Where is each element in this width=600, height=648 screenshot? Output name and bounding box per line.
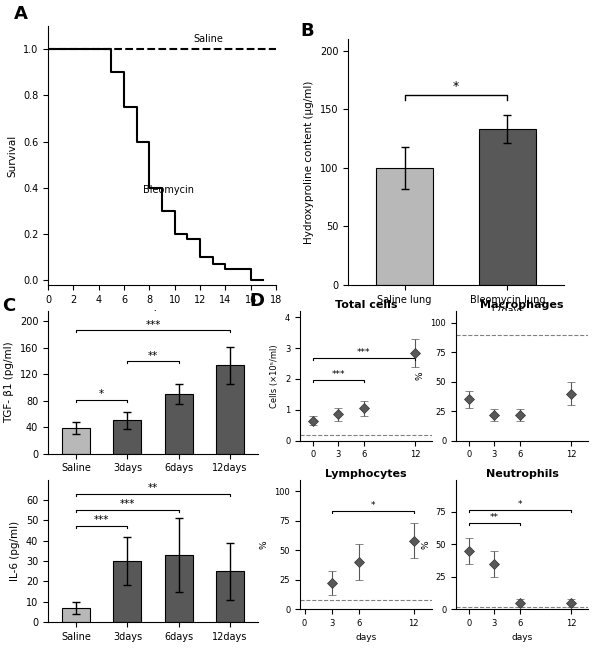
Text: ***: *** xyxy=(357,349,371,357)
Text: *: * xyxy=(99,389,104,399)
X-axis label: days: days xyxy=(355,633,377,642)
Y-axis label: TGF- β1 (pg/ml): TGF- β1 (pg/ml) xyxy=(4,341,14,423)
Text: *: * xyxy=(453,80,459,93)
Text: ***: *** xyxy=(332,370,345,379)
Text: A: A xyxy=(14,5,28,23)
X-axis label: days: days xyxy=(511,633,533,642)
Text: *: * xyxy=(518,500,522,509)
Title: Lymphocytes: Lymphocytes xyxy=(325,469,407,479)
Bar xyxy=(216,365,244,454)
Text: Saline: Saline xyxy=(194,34,224,44)
Y-axis label: IL-6 (pg/ml): IL-6 (pg/ml) xyxy=(10,521,20,581)
Text: C: C xyxy=(2,297,15,315)
Y-axis label: Cells (×10⁵/ml): Cells (×10⁵/ml) xyxy=(271,344,280,408)
Bar xyxy=(164,394,193,454)
Bar xyxy=(113,421,142,454)
Text: *: * xyxy=(371,501,375,510)
Text: **: ** xyxy=(148,351,158,361)
X-axis label: days: days xyxy=(149,310,175,320)
Title: Total cells: Total cells xyxy=(335,300,397,310)
Text: Bleomycin: Bleomycin xyxy=(143,185,194,194)
Bar xyxy=(62,428,90,454)
Text: **: ** xyxy=(148,483,158,492)
Y-axis label: Hydroxyproline content (μg/ml): Hydroxyproline content (μg/ml) xyxy=(304,80,314,244)
Text: D: D xyxy=(250,292,265,310)
Text: ***: *** xyxy=(94,515,109,526)
Bar xyxy=(62,608,90,622)
Text: **: ** xyxy=(490,513,499,522)
Bar xyxy=(216,571,244,622)
Bar xyxy=(376,168,433,285)
Y-axis label: %: % xyxy=(416,371,425,380)
Title: Neutrophils: Neutrophils xyxy=(485,469,559,479)
Y-axis label: %: % xyxy=(421,540,430,549)
Bar xyxy=(113,561,142,622)
Text: ***: *** xyxy=(120,499,135,509)
Y-axis label: %: % xyxy=(260,540,269,549)
Bar xyxy=(164,555,193,622)
Y-axis label: Survival: Survival xyxy=(7,134,17,177)
Bar xyxy=(479,129,536,285)
Text: B: B xyxy=(301,21,314,40)
Text: ***: *** xyxy=(145,319,161,330)
Title: Macrophages: Macrophages xyxy=(480,300,564,310)
